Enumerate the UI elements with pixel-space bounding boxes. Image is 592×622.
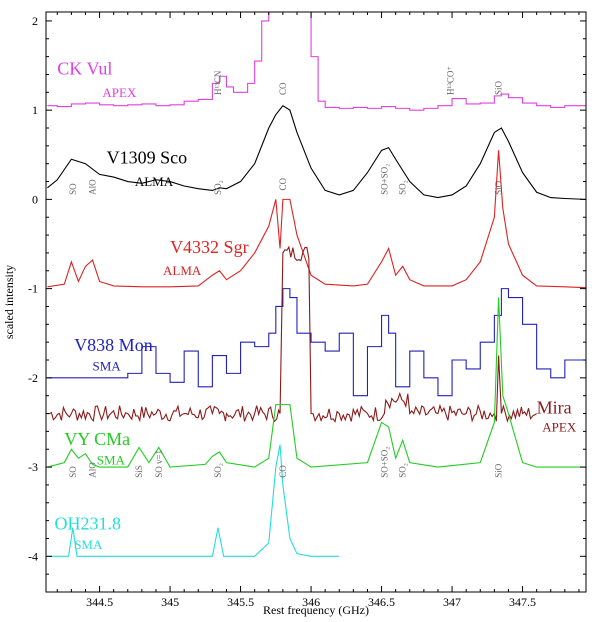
label-v4332-sgr-instrument: ALMA [163,263,202,278]
line-annotation: SiO [494,80,504,95]
label-v838-mon-name: V838 Mon [74,335,153,355]
line-annotation: SO [68,466,78,478]
line-annotation: SO₂ [213,180,223,195]
x-tick-label: 346 [302,595,320,609]
label-v1309-sco-name: V1309 Sco [107,148,188,168]
y-axis-label: scaled intensity [2,265,16,339]
line-annotation: SO₂ [213,463,223,478]
line-annotation: CO [278,465,288,478]
line-annotation: SO+SO₂ [379,164,389,195]
line-annotation: SO v=1 [154,450,164,478]
series-v838-mon-line [47,288,586,397]
y-tick-label: 0 [32,192,38,206]
x-tick-label: 347 [443,595,461,609]
label-v1309-sco-instrument: ALMA [135,174,174,189]
line-annotation: CO [278,82,288,95]
line-annotation: SiS [134,465,144,478]
series-ck-vul-line [47,12,586,111]
line-annotation: SO [68,183,78,195]
line-annotation: SO₂ [398,180,408,195]
label-oh231-8-instrument: SMA [74,537,103,552]
line-annotation: SO₂ [398,463,408,478]
x-axis-label: Rest frequency (GHz) [263,603,369,617]
line-annotation: SiO [494,180,504,195]
line-annotation: AlO [88,179,98,195]
y-tick-label: 1 [32,103,38,117]
x-tick-label: 345.5 [227,595,254,609]
label-v4332-sgr-name: V4332 Sgr [170,237,249,257]
label-v838-mon-instrument: SMA [93,359,122,374]
series-layer [47,12,586,557]
x-tick-label: 344.5 [86,595,113,609]
x-tick-label: 346.5 [368,595,395,609]
plot-frame [45,11,587,593]
y-tick-label: -3 [28,460,38,474]
series-mira-line [47,245,537,423]
label-ck-vul-name: CK Vul [57,58,112,78]
label-vy-cma-instrument: SMA [97,452,126,467]
line-annotation: H¹³CN [213,70,223,95]
line-annotation: SiO [494,463,504,478]
x-tick-label: 345 [161,595,179,609]
axis-layer: 344.5 345 345.5 346 346.5 347 347.5 -4 -3 -2 -1 0 1 2 [28,12,586,609]
y-tick-label: -4 [28,549,38,563]
y-tick-label: -2 [28,371,38,385]
label-vy-cma-name: VY CMa [64,429,130,449]
series-v4332-sgr-line [47,150,586,289]
y-tick-label: -1 [28,282,38,296]
series-oh231-8-line [47,444,340,557]
label-oh231-8-name: OH231.8 [54,514,121,534]
label-layer: CK Vul APEX V1309 Sco ALMA V4332 Sgr ALMA V838… [54,58,576,552]
series-v1309-sco-line [47,104,586,200]
line-annotation: AlO [88,462,98,478]
x-tick-label: 347.5 [509,595,536,609]
label-mira-instrument: APEX [542,419,577,434]
annotation-layer: H¹³CN CO H¹³CO⁺ SiO SO AlO SO₂ CO SO+SO₂ SO₂ SiO SO… [68,66,504,478]
label-mira-name: Mira [537,398,572,418]
line-annotation: SO+SO₂ [379,447,389,478]
series-vy-cma-line [47,297,586,468]
line-annotation: CO [278,177,288,190]
label-ck-vul-instrument: APEX [102,85,137,100]
y-tick-label: 2 [32,14,38,28]
line-annotation: H¹³CO⁺ [446,66,456,95]
